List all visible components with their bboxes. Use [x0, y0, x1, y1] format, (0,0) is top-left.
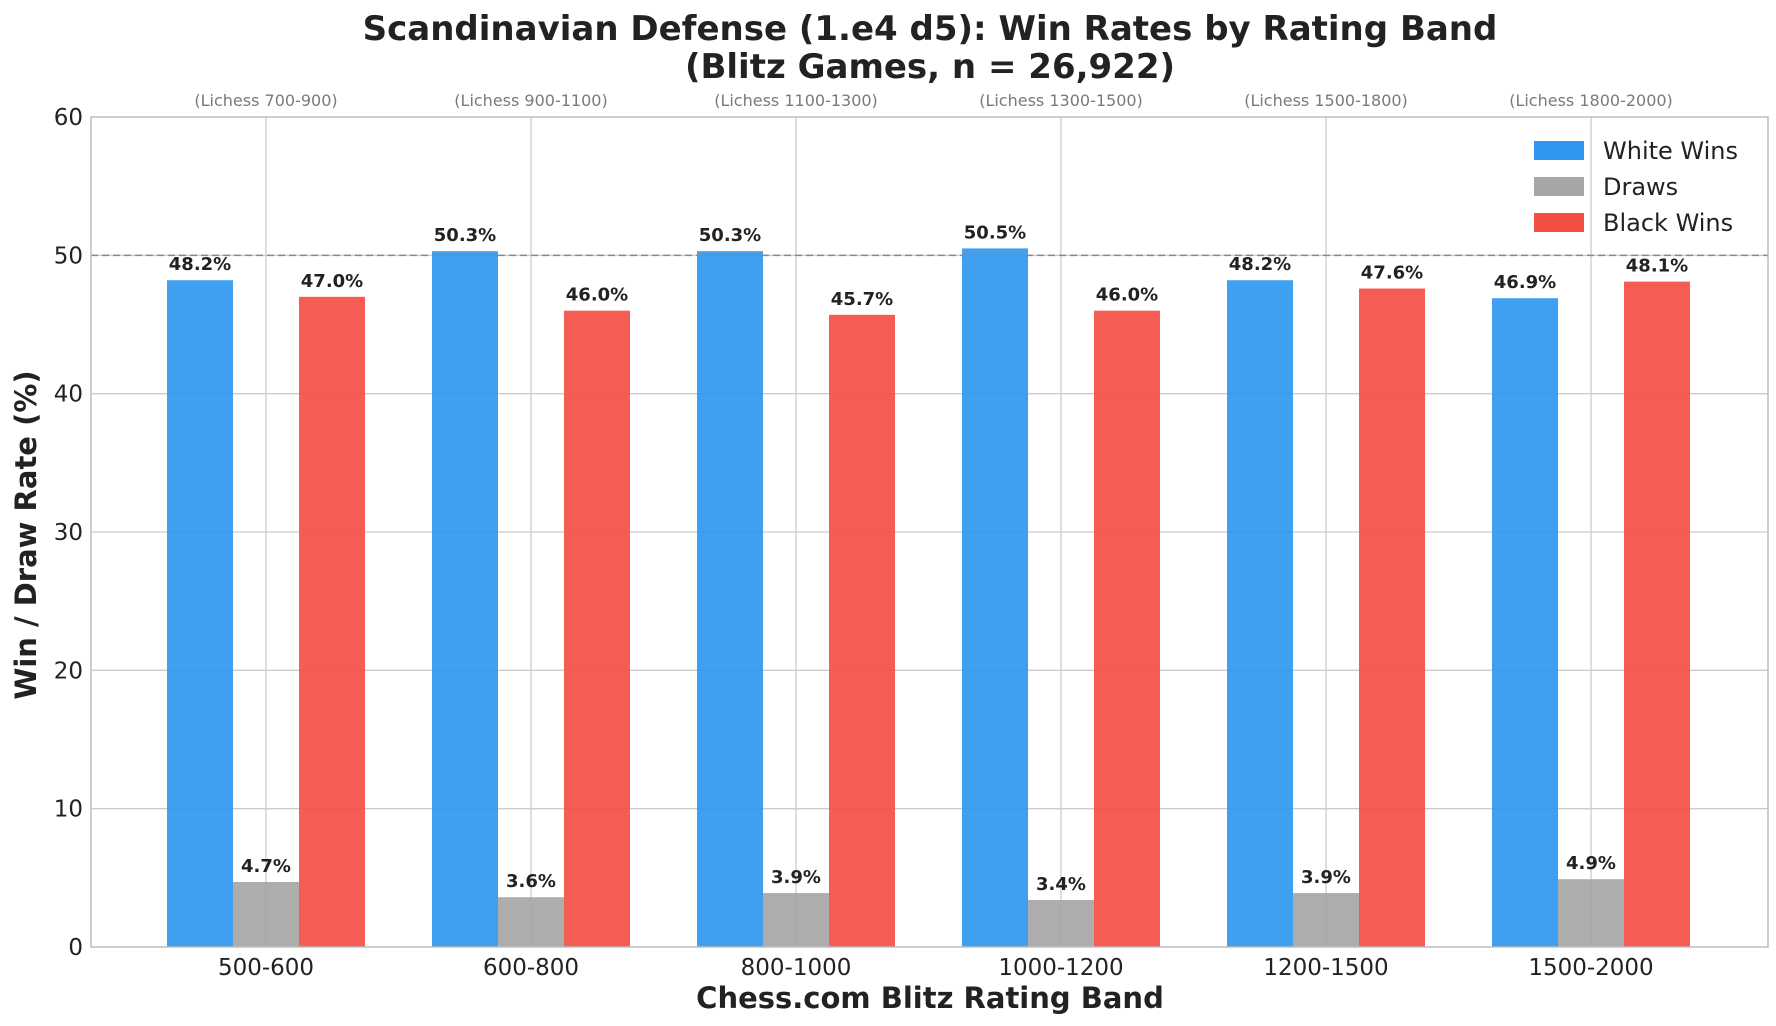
- legend-label: Draws: [1603, 173, 1678, 201]
- legend-swatch: [1534, 177, 1584, 196]
- x-tick-label: 800-1000: [741, 955, 852, 981]
- secondary-x-tick-label: (Lichess 900-1100): [454, 91, 607, 110]
- bar: [167, 280, 233, 947]
- x-tick-label: 1200-1500: [1263, 955, 1388, 981]
- bar: [763, 893, 829, 947]
- bar-value-label: 50.3%: [434, 225, 496, 246]
- y-tick-label: 0: [68, 935, 83, 961]
- bar-value-label: 50.3%: [699, 225, 761, 246]
- bar-value-label: 3.9%: [1301, 867, 1351, 888]
- bars: [167, 248, 1690, 948]
- y-tick-label: 10: [54, 797, 83, 823]
- bar-value-label: 4.9%: [1566, 853, 1616, 874]
- chart-subtitle: (Blitz Games, n = 26,922): [685, 47, 1175, 87]
- bar: [1558, 879, 1624, 947]
- bar: [962, 248, 1028, 947]
- bar-value-label: 47.6%: [1361, 263, 1423, 284]
- bar: [697, 251, 763, 947]
- bar: [1359, 288, 1425, 947]
- x-tick-label: 1500-2000: [1528, 955, 1653, 981]
- secondary-x-tick-label: (Lichess 700-900): [194, 91, 337, 110]
- bar-value-label: 48.1%: [1626, 256, 1688, 277]
- bar: [233, 881, 299, 947]
- x-tick-label: 1000-1200: [998, 955, 1123, 981]
- secondary-x-tick-label: (Lichess 1500-1800): [1244, 91, 1408, 110]
- legend-swatch: [1534, 141, 1584, 160]
- y-tick-label: 20: [54, 658, 83, 684]
- y-axis-label: Win / Draw Rate (%): [9, 370, 43, 699]
- bar-value-label: 3.9%: [771, 867, 821, 888]
- secondary-x-tick-label: (Lichess 1800-2000): [1509, 91, 1673, 110]
- y-tick-label: 30: [54, 520, 83, 546]
- bar-value-label: 47.0%: [301, 271, 363, 292]
- bar: [1094, 310, 1160, 948]
- bar-value-label: 45.7%: [831, 289, 893, 310]
- x-tick-label: 500-600: [218, 955, 314, 981]
- bar-value-label: 46.9%: [1494, 272, 1556, 293]
- bar-value-label: 46.0%: [1096, 285, 1158, 306]
- legend-label: White Wins: [1603, 137, 1738, 165]
- bar-value-label: 48.2%: [169, 254, 231, 275]
- bar-value-label: 46.0%: [566, 285, 628, 306]
- x-axis-label: Chess.com Blitz Rating Band: [696, 981, 1164, 1015]
- bar: [1227, 280, 1293, 947]
- legend-swatch: [1534, 213, 1584, 232]
- data-labels: 48.2% 50.3% 50.3% 50.5% 48.2% 46.9% 4.7% 3.6% 3.…: [169, 222, 1688, 895]
- legend: White Wins Draws Black Wins: [1534, 137, 1738, 237]
- bar: [1028, 899, 1094, 947]
- y-tick-label: 50: [54, 243, 83, 269]
- bar: [1492, 298, 1558, 947]
- y-tick-label: 60: [54, 105, 83, 131]
- plot-frame: [90, 116, 1769, 948]
- y-tick-label: 40: [54, 382, 83, 408]
- bar-value-label: 3.4%: [1036, 874, 1086, 895]
- bar: [564, 310, 630, 948]
- axes: 0 10 20 30 40 50 60 500-600 (Lichess 700-900) 600…: [54, 91, 1769, 981]
- secondary-x-tick-label: (Lichess 1100-1300): [714, 91, 878, 110]
- bar: [829, 314, 895, 948]
- secondary-x-tick-label: (Lichess 1300-1500): [979, 91, 1143, 110]
- bar: [299, 296, 365, 947]
- bar: [498, 897, 564, 947]
- legend-label: Black Wins: [1603, 209, 1733, 237]
- bar: [1624, 281, 1690, 947]
- chart-title: Scandinavian Defense (1.e4 d5): Win Rate…: [363, 9, 1498, 49]
- bar-value-label: 48.2%: [1229, 254, 1291, 275]
- bar-value-label: 4.7%: [241, 856, 291, 877]
- bar: [432, 251, 498, 947]
- bar-value-label: 50.5%: [964, 222, 1026, 243]
- bar: [1293, 893, 1359, 947]
- bar-value-label: 3.6%: [506, 871, 556, 892]
- x-tick-label: 600-800: [483, 955, 579, 981]
